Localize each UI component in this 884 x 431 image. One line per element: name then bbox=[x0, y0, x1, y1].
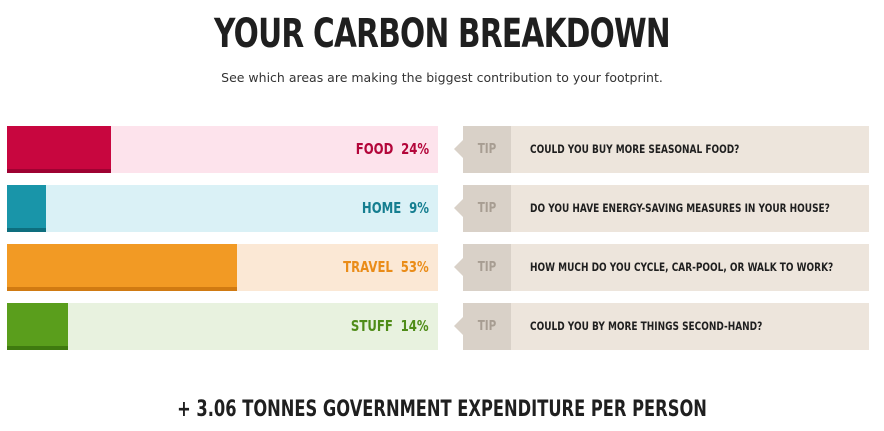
breakdown-row-travel: TRAVEL 53% TIP HOW MUCH DO YOU CYCLE, CAR… bbox=[7, 244, 869, 291]
government-expenditure-total: + 3.06 TONNES GOVERNMENT EXPENDITURE PER… bbox=[177, 397, 707, 422]
home-bar: HOME 9% bbox=[7, 185, 438, 232]
category-percent: 53% bbox=[400, 258, 429, 276]
tip-tag: TIP bbox=[477, 142, 497, 157]
food-bar-label: FOOD 24% bbox=[356, 126, 429, 173]
category-name: TRAVEL bbox=[343, 258, 394, 276]
food-bar-fill bbox=[7, 126, 111, 173]
tip-tag: TIP bbox=[477, 319, 497, 334]
category-name: FOOD bbox=[355, 140, 394, 158]
food-tip: TIP COULD YOU BUY MORE SEASONAL FOOD? bbox=[454, 126, 869, 173]
travel-bar-fill bbox=[7, 244, 237, 291]
stuff-bar-fill bbox=[7, 303, 68, 350]
tip-tag: TIP bbox=[477, 201, 497, 216]
category-percent: 14% bbox=[400, 317, 429, 335]
tip-arrow-icon bbox=[454, 199, 463, 217]
tip-text: COULD YOU BUY MORE SEASONAL FOOD? bbox=[530, 142, 740, 156]
travel-bar-label: TRAVEL 53% bbox=[343, 244, 429, 291]
food-bar: FOOD 24% bbox=[7, 126, 438, 173]
stuff-tip: TIP COULD YOU BY MORE THINGS SECOND-HAND… bbox=[454, 303, 869, 350]
page-subtitle: See which areas are making the biggest c… bbox=[221, 70, 663, 85]
tip-text: DO YOU HAVE ENERGY-SAVING MEASURES IN YO… bbox=[530, 201, 830, 215]
travel-bar: TRAVEL 53% bbox=[7, 244, 438, 291]
category-name: STUFF bbox=[351, 317, 394, 335]
category-percent: 9% bbox=[409, 199, 429, 217]
home-tip: TIP DO YOU HAVE ENERGY-SAVING MEASURES I… bbox=[454, 185, 869, 232]
tip-arrow-icon bbox=[454, 258, 463, 276]
home-bar-fill bbox=[7, 185, 46, 232]
breakdown-row-stuff: STUFF 14% TIP COULD YOU BY MORE THINGS SE… bbox=[7, 303, 869, 350]
tip-tag: TIP bbox=[477, 260, 497, 275]
tip-text: COULD YOU BY MORE THINGS SECOND-HAND? bbox=[530, 319, 763, 333]
breakdown-row-food: FOOD 24% TIP COULD YOU BUY MORE SEASONAL … bbox=[7, 126, 869, 173]
category-name: HOME bbox=[361, 199, 402, 217]
tip-arrow-icon bbox=[454, 317, 463, 335]
stuff-bar: STUFF 14% bbox=[7, 303, 438, 350]
tip-arrow-icon bbox=[454, 140, 463, 158]
breakdown-row-home: HOME 9% TIP DO YOU HAVE ENERGY-SAVING MEA… bbox=[7, 185, 869, 232]
page-title: YOUR CARBON BREAKDOWN bbox=[214, 11, 671, 57]
home-bar-label: HOME 9% bbox=[362, 185, 429, 232]
category-percent: 24% bbox=[400, 140, 429, 158]
travel-tip: TIP HOW MUCH DO YOU CYCLE, CAR-POOL, OR … bbox=[454, 244, 869, 291]
stuff-bar-label: STUFF 14% bbox=[351, 303, 429, 350]
tip-text: HOW MUCH DO YOU CYCLE, CAR-POOL, OR WALK… bbox=[530, 260, 834, 274]
